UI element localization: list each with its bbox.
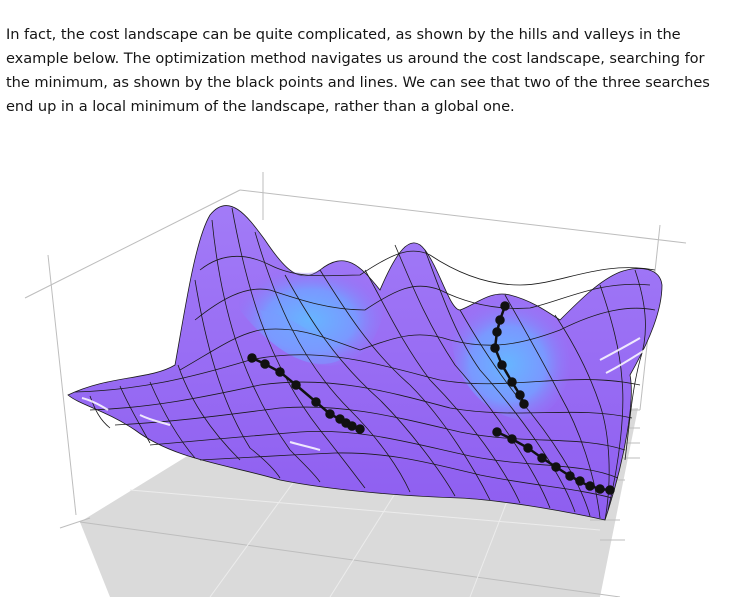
optimization-path-right <box>492 427 615 495</box>
optimization-path-left <box>247 353 365 434</box>
cost-landscape-figure <box>0 160 731 598</box>
cost-landscape-plot <box>24 172 687 598</box>
body-paragraph: In fact, the cost landscape can be quite… <box>6 25 710 115</box>
optimization-path-middle <box>490 301 529 409</box>
